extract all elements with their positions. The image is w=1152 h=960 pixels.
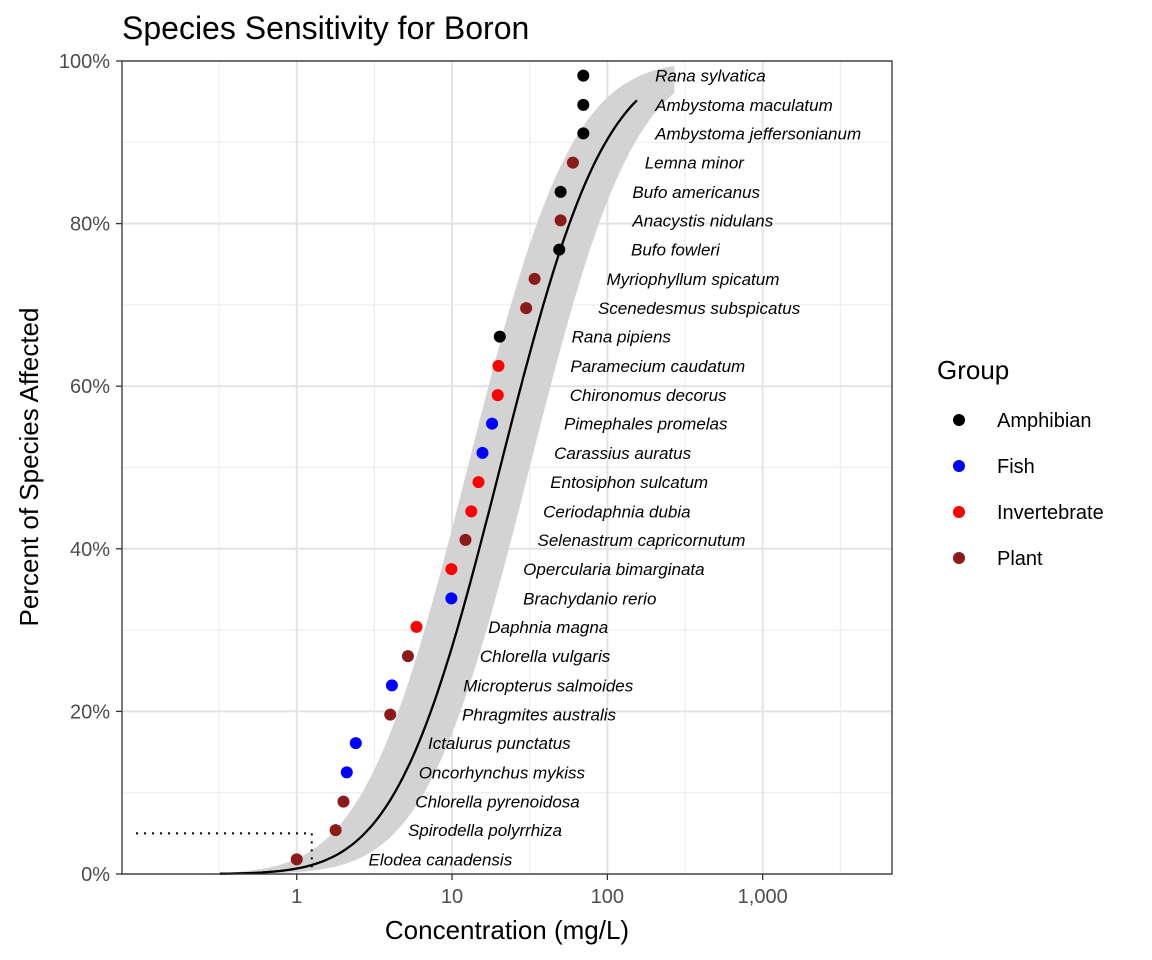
species-label: Daphnia magna: [488, 618, 608, 637]
y-tick-label: 20%: [70, 701, 110, 723]
species-label: Spirodella polyrrhiza: [408, 821, 562, 840]
legend-label: Fish: [997, 456, 1035, 478]
data-point: [566, 156, 579, 169]
data-point: [290, 853, 303, 866]
data-point: [401, 650, 414, 663]
data-point: [476, 446, 489, 459]
fitted-ssd-curve: [219, 99, 638, 875]
x-tick-label: 1: [291, 886, 302, 908]
hc5-reference-lines: [136, 832, 313, 874]
legend-key: [953, 506, 965, 518]
x-tick-label: 100: [591, 886, 624, 908]
species-label: Myriophyllum spicatum: [606, 270, 779, 289]
species-label: Chlorella vulgaris: [480, 647, 611, 666]
species-label: Selenastrum capricornutum: [538, 531, 746, 550]
data-point: [528, 272, 541, 285]
y-axis-title: Percent of Species Affected: [14, 308, 44, 627]
x-axis-title: Concentration (mg/L): [385, 915, 629, 945]
y-tick-label: 80%: [70, 214, 110, 236]
data-point: [465, 505, 478, 518]
data-point: [337, 795, 350, 808]
legend-key: [953, 414, 965, 426]
species-label: Bufo fowleri: [631, 241, 721, 260]
legend-key: [953, 552, 965, 564]
data-point: [493, 330, 506, 343]
y-tick-label: 40%: [70, 539, 110, 561]
species-label: Chironomus decorus: [570, 386, 727, 405]
data-point: [445, 592, 458, 605]
y-tick-label: 100%: [59, 51, 110, 73]
data-point: [340, 766, 353, 779]
legend-title: Group: [937, 355, 1009, 385]
species-label: Ambystoma jeffersonianum: [654, 124, 861, 143]
species-label: Ictalurus punctatus: [428, 734, 571, 753]
species-label: Lemna minor: [645, 154, 746, 173]
data-point: [410, 620, 423, 633]
confidence-band: [159, 65, 675, 874]
data-point: [491, 389, 504, 402]
data-point: [554, 214, 567, 227]
legend-label: Amphibian: [997, 410, 1092, 432]
species-points: [290, 69, 590, 866]
species-label: Ceriodaphnia dubia: [543, 502, 690, 521]
species-labels: Elodea canadensis Spirodella polyrrhiza Ch…: [369, 67, 862, 870]
data-point: [349, 737, 362, 750]
legend-label: Plant: [997, 548, 1043, 570]
y-axis: 0% 20% 40% 60% 80% 100%: [59, 51, 122, 886]
species-label: Entosiphon sulcatum: [550, 473, 708, 492]
species-label: Chlorella pyrenoidosa: [415, 793, 579, 812]
species-label: Rana sylvatica: [655, 67, 766, 86]
data-point: [554, 185, 567, 198]
species-label: Opercularia bimarginata: [523, 560, 704, 579]
y-tick-label: 0%: [81, 864, 110, 886]
species-label: Brachydanio rerio: [523, 589, 656, 608]
data-point: [459, 533, 472, 546]
data-point: [520, 302, 533, 315]
data-point: [577, 127, 590, 140]
data-point: [553, 243, 566, 256]
data-point: [329, 824, 342, 837]
legend-key: [953, 460, 965, 472]
x-tick-label: 1,000: [738, 886, 788, 908]
data-point: [577, 69, 590, 82]
species-label: Pimephales promelas: [564, 415, 728, 434]
species-label: Elodea canadensis: [369, 850, 513, 869]
species-label: Phragmites australis: [462, 706, 617, 725]
species-label: Bufo americanus: [632, 183, 760, 202]
chart-title: Species Sensitivity for Boron: [122, 10, 529, 46]
data-point: [577, 98, 590, 111]
data-point: [472, 476, 485, 489]
data-point: [486, 417, 499, 430]
data-point: [385, 679, 398, 692]
species-label: Ambystoma maculatum: [654, 96, 833, 115]
species-label: Oncorhynchus mykiss: [419, 763, 586, 782]
species-label: Micropterus salmoides: [463, 676, 634, 695]
data-point: [445, 563, 458, 576]
y-tick-label: 60%: [70, 376, 110, 398]
x-tick-label: 10: [441, 886, 463, 908]
species-label: Rana pipiens: [572, 328, 672, 347]
species-label: Scenedesmus subspicatus: [598, 299, 801, 318]
legend: Group Amphibian Fish Invertebrate Plant: [937, 355, 1104, 570]
legend-label: Invertebrate: [997, 502, 1104, 524]
species-label: Anacystis nidulans: [631, 211, 773, 230]
data-point: [492, 359, 505, 372]
species-label: Carassius auratus: [554, 444, 692, 463]
species-label: Paramecium caudatum: [570, 357, 745, 376]
x-axis: 1 10 100 1,000: [291, 874, 788, 908]
plot-panel-border: [121, 60, 893, 875]
data-point: [384, 708, 397, 721]
